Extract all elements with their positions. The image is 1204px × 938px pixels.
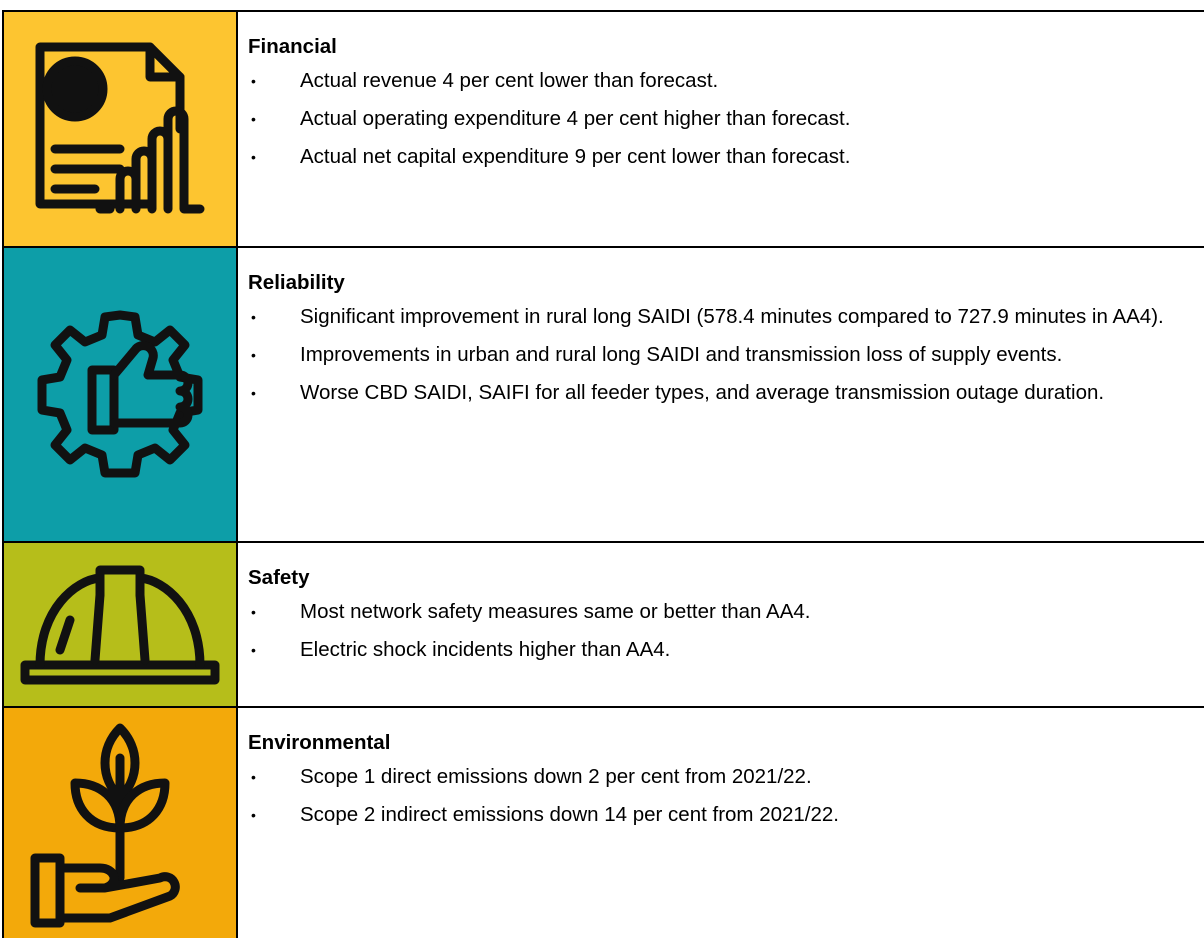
- bullet-list: Actual revenue 4 per cent lower than for…: [248, 62, 1168, 176]
- bullet: Improvements in urban and rural long SAI…: [248, 336, 1168, 374]
- summary-table: Financial Actual revenue 4 per cent lowe…: [2, 10, 1204, 938]
- bullet-list: Scope 1 direct emissions down 2 per cent…: [248, 758, 1168, 834]
- cell-text: Safety Most network safety measures same…: [238, 543, 1168, 706]
- bullet: Electric shock incidents higher than AA4…: [248, 631, 1168, 669]
- cell-text: Environmental Scope 1 direct emissions d…: [238, 708, 1168, 938]
- environmental-icon: [2, 708, 238, 938]
- row: Reliability Significant improvement in r…: [2, 248, 1204, 543]
- heading: Reliability: [248, 271, 345, 294]
- bullet: Scope 1 direct emissions down 2 per cent…: [248, 758, 1168, 796]
- bullet: Scope 2 indirect emissions down 14 per c…: [248, 796, 1168, 834]
- row: Safety Most network safety measures same…: [2, 543, 1204, 708]
- heading: Environmental: [248, 731, 391, 754]
- safety-icon: [2, 543, 238, 706]
- heading: Safety: [248, 566, 310, 589]
- bullet-list: Most network safety measures same or bet…: [248, 593, 1168, 669]
- bullet: Most network safety measures same or bet…: [248, 593, 1168, 631]
- bullet-list: Significant improvement in rural long SA…: [248, 298, 1168, 412]
- cell-text: Financial Actual revenue 4 per cent lowe…: [238, 12, 1168, 246]
- bullet: Significant improvement in rural long SA…: [248, 298, 1168, 336]
- bullet: Actual net capital expenditure 9 per cen…: [248, 138, 1168, 176]
- bullet: Actual operating expenditure 4 per cent …: [248, 100, 1168, 138]
- heading: Financial: [248, 35, 337, 58]
- reliability-icon: [2, 248, 238, 541]
- row: Environmental Scope 1 direct emissions d…: [2, 708, 1204, 938]
- row: Financial Actual revenue 4 per cent lowe…: [2, 12, 1204, 248]
- cell-text: Reliability Significant improvement in r…: [238, 248, 1168, 541]
- financial-icon: [2, 12, 238, 246]
- bullet: Worse CBD SAIDI, SAIFI for all feeder ty…: [248, 374, 1168, 412]
- bullet: Actual revenue 4 per cent lower than for…: [248, 62, 1168, 100]
